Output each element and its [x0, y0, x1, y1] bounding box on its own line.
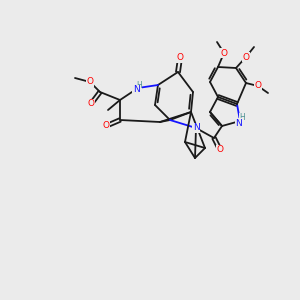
Text: O: O: [242, 52, 250, 62]
Text: H: H: [136, 80, 142, 89]
Text: O: O: [86, 77, 94, 86]
Text: N: N: [193, 124, 200, 133]
Text: O: O: [103, 122, 110, 130]
Text: N: N: [133, 85, 140, 94]
Text: N: N: [236, 118, 242, 127]
Text: H: H: [239, 113, 245, 122]
Text: O: O: [176, 53, 184, 62]
Text: O: O: [88, 100, 94, 109]
Text: O: O: [220, 49, 227, 58]
Text: O: O: [217, 146, 224, 154]
Text: O: O: [254, 82, 262, 91]
